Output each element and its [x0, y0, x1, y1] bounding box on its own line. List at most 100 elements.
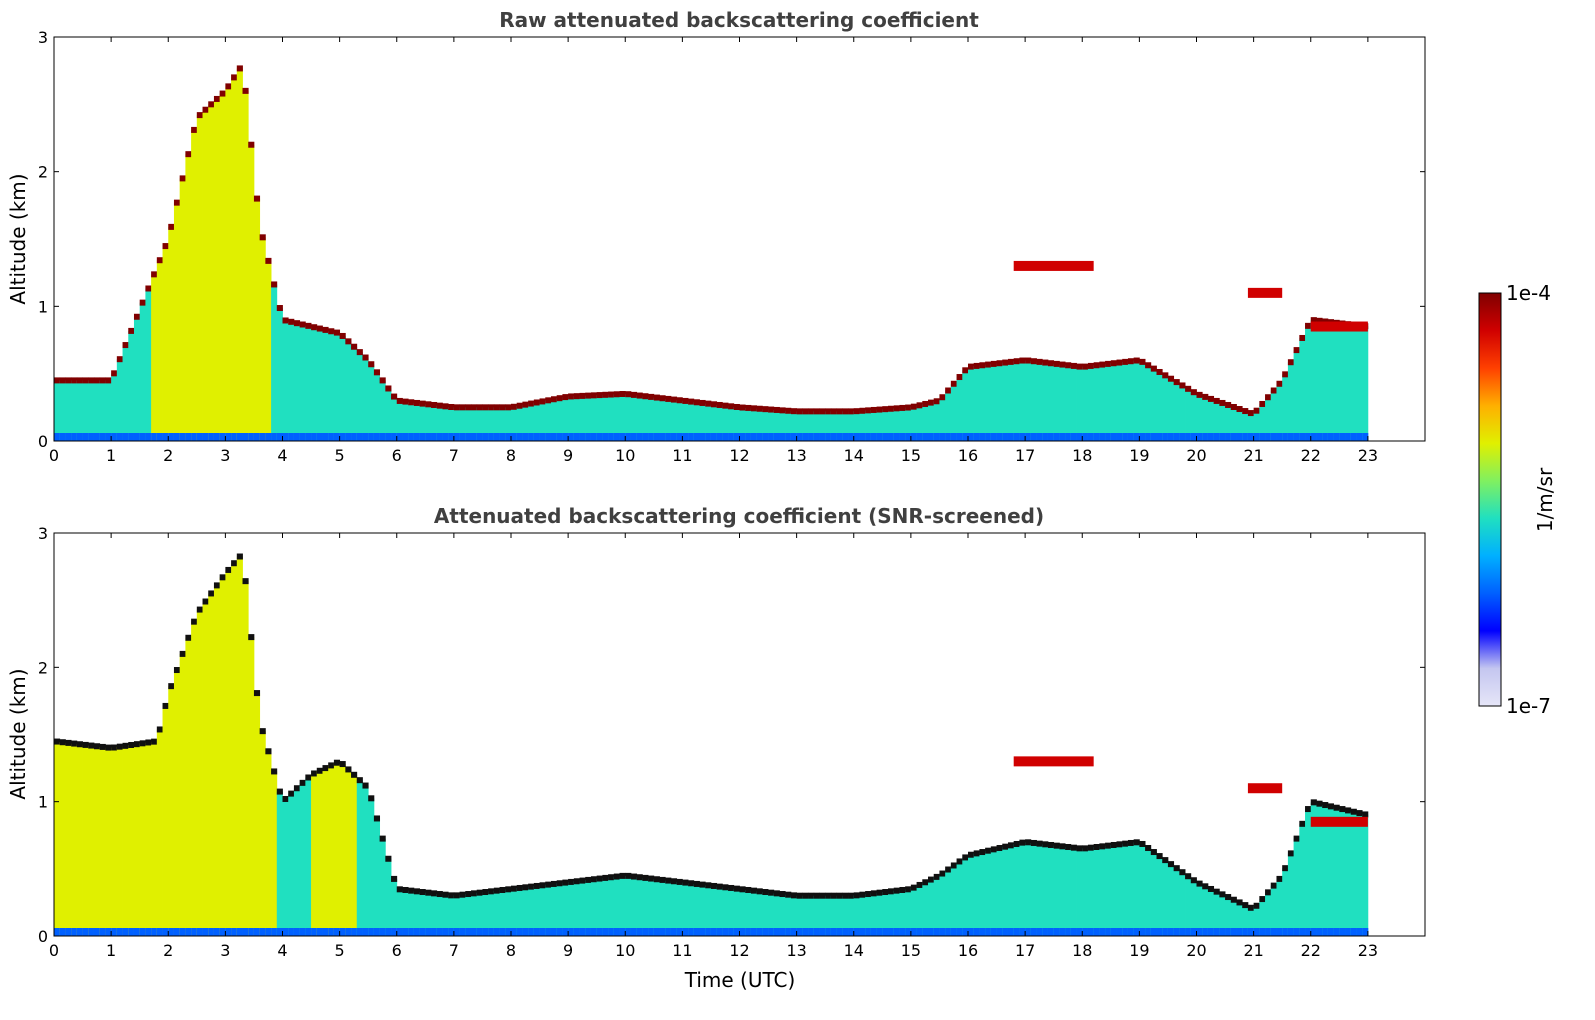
surface-layer-cell	[1190, 433, 1197, 441]
layer-top-segment	[968, 851, 975, 858]
layer-top-segment	[1247, 904, 1255, 911]
layer-top-segment	[122, 342, 129, 349]
heatmap-cell	[499, 407, 506, 441]
heatmap-cell	[1305, 809, 1312, 936]
heatmap-cell	[773, 893, 780, 936]
layer-top-segment	[1196, 880, 1203, 887]
surface-layer-cell	[288, 928, 295, 936]
surface-layer-cell	[105, 433, 112, 441]
heatmap-cell	[436, 894, 443, 936]
heatmap-cell	[511, 888, 518, 936]
x-tick-label: 22	[1301, 941, 1321, 960]
heatmap-cell	[196, 115, 203, 442]
heatmap-cell	[1007, 845, 1015, 936]
x-tick-label: 15	[901, 941, 921, 960]
surface-layer-cell	[1230, 433, 1237, 441]
layer-top-segment	[1270, 882, 1277, 889]
heatmap-cell	[373, 372, 381, 441]
surface-layer-cell	[1127, 433, 1135, 441]
layer-top-segment	[1007, 842, 1015, 849]
surface-layer-cell	[1190, 928, 1197, 936]
surface-layer-cell	[1356, 433, 1363, 441]
layer-top-segment	[271, 281, 278, 288]
heatmap-cell	[133, 316, 141, 441]
heatmap-cell	[493, 890, 500, 936]
heatmap-cell	[328, 765, 335, 936]
layer-top-segment	[1047, 360, 1055, 367]
layer-top-segment	[499, 886, 506, 893]
heatmap-cell	[196, 609, 203, 936]
heatmap-cell	[1327, 806, 1334, 936]
surface-layer-cell	[842, 928, 849, 936]
surface-layer-cell	[379, 433, 386, 441]
surface-layer-cell	[1305, 433, 1312, 441]
surface-layer-cell	[482, 928, 489, 936]
surface-layer-cell	[882, 928, 889, 936]
surface-layer-cell	[968, 433, 975, 441]
x-tick-label: 9	[563, 941, 573, 960]
heatmap-cell	[499, 889, 506, 936]
heatmap-cell	[1282, 868, 1289, 936]
surface-layer-cell	[533, 928, 540, 936]
heatmap-cell	[830, 895, 838, 936]
layer-top-segment	[939, 394, 946, 401]
surface-layer-cell	[1259, 928, 1266, 936]
heatmap-cell	[231, 77, 238, 442]
surface-layer-cell	[939, 433, 946, 441]
surface-layer-cell	[442, 928, 449, 936]
layer-top-segment	[619, 391, 626, 397]
surface-layer-cell	[596, 433, 603, 441]
heatmap-cell	[573, 881, 580, 936]
layer-top-segment	[842, 408, 849, 415]
cloud-feature	[1310, 816, 1368, 827]
heatmap-cell	[653, 879, 660, 936]
surface-layer-cell	[316, 433, 323, 441]
surface-layer-cell	[65, 433, 72, 441]
x-tick-label: 23	[1358, 941, 1378, 960]
layer-top-segment	[345, 338, 352, 345]
heatmap-cell	[1002, 846, 1009, 936]
surface-layer-cell	[162, 928, 169, 936]
surface-layer-cell	[213, 928, 221, 936]
surface-layer-cell	[299, 433, 306, 441]
heatmap-cell	[1219, 402, 1226, 441]
surface-layer-cell	[1053, 433, 1060, 441]
layer-top-segment	[1356, 810, 1363, 817]
layer-top-segment	[676, 878, 683, 885]
layer-top-segment	[1030, 358, 1037, 365]
layer-top-segment	[1025, 839, 1032, 846]
layer-top-segment	[945, 387, 952, 394]
heatmap-cell	[259, 237, 266, 441]
heatmap-cell	[482, 407, 489, 441]
heatmap-cell	[242, 90, 249, 442]
surface-layer-cell	[128, 433, 135, 441]
heatmap-cell	[676, 400, 683, 441]
layer-top-segment	[105, 744, 112, 751]
layer-top-segment	[1070, 362, 1077, 369]
layer-top-segment	[54, 377, 61, 384]
surface-layer-cell	[710, 928, 718, 936]
heatmap-cell	[568, 396, 575, 441]
surface-layer-cell	[276, 433, 283, 441]
heatmap-cell	[522, 887, 529, 936]
heatmap-cell	[282, 798, 289, 936]
surface-layer-cell	[311, 928, 318, 936]
heatmap-cell	[1350, 811, 1357, 936]
surface-layer-cell	[1110, 433, 1117, 441]
layer-top-segment	[802, 408, 809, 415]
layer-top-segment	[488, 888, 495, 895]
heatmap-cell	[990, 363, 997, 441]
heatmap-cell	[556, 398, 563, 441]
surface-layer-cell	[128, 928, 135, 936]
surface-layer-cell	[1082, 433, 1089, 441]
layer-top-segment	[93, 377, 101, 384]
heatmap-cell	[459, 894, 466, 936]
surface-layer-cell	[425, 433, 432, 441]
layer-top-segment	[636, 392, 643, 399]
surface-layer-cell	[1207, 433, 1215, 441]
heatmap-cell	[419, 403, 426, 441]
layer-top-segment	[750, 887, 758, 894]
surface-layer-cell	[539, 928, 546, 936]
heatmap-cell	[242, 581, 249, 936]
x-tick-label: 12	[729, 941, 749, 960]
